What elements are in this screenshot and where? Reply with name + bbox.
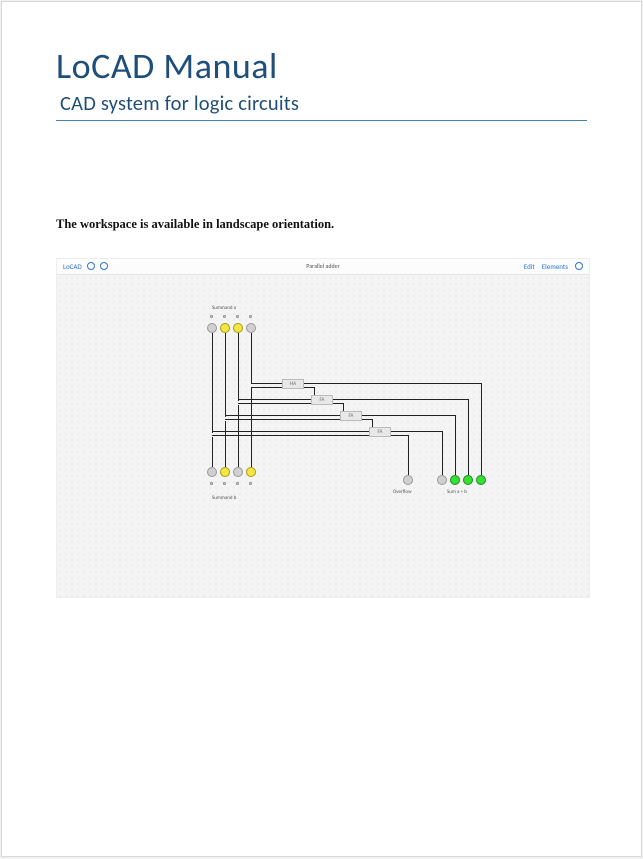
- input-pin: [249, 482, 252, 485]
- doc-subtitle: CAD system for logic circuits: [56, 90, 587, 121]
- caption-summand-b: Summand b: [212, 495, 236, 501]
- wire: [225, 333, 226, 417]
- bit-a3[interactable]: [207, 323, 217, 333]
- circuit-canvas[interactable]: Summand a Summand b Overflow Sum a + b: [57, 275, 589, 597]
- gate-fa[interactable]: FA: [369, 427, 391, 437]
- wire: [225, 419, 340, 420]
- wire: [212, 431, 369, 432]
- input-pin: [236, 315, 239, 318]
- screenshot-toolbar: Parallel adder LoCAD Edit Elements: [57, 259, 589, 275]
- caption-summand-a: Summand a: [212, 305, 236, 311]
- bit-a1[interactable]: [233, 323, 243, 333]
- input-pin: [223, 482, 226, 485]
- wire: [468, 399, 469, 475]
- wire: [372, 419, 373, 427]
- wire: [238, 399, 311, 400]
- wire: [333, 399, 468, 400]
- gate-fa[interactable]: FA: [311, 395, 333, 405]
- bit-b1[interactable]: [233, 467, 243, 477]
- sum-bit-1: [463, 475, 473, 485]
- wire: [442, 431, 443, 475]
- input-pin: [236, 482, 239, 485]
- overflow-bit: [403, 475, 413, 485]
- body-text: The workspace is available in landscape …: [56, 217, 587, 232]
- wire: [251, 333, 252, 383]
- sum-bit-0: [476, 475, 486, 485]
- wire: [238, 403, 311, 404]
- wire: [481, 383, 482, 475]
- wire: [391, 435, 408, 436]
- bit-b2[interactable]: [220, 467, 230, 477]
- wire: [212, 437, 213, 467]
- bit-b0[interactable]: [246, 467, 256, 477]
- bit-b3[interactable]: [207, 467, 217, 477]
- wire: [304, 383, 481, 384]
- wire: [225, 421, 226, 467]
- wire: [362, 419, 372, 420]
- wire: [251, 387, 282, 388]
- wire: [362, 415, 455, 416]
- bit-a0[interactable]: [246, 323, 256, 333]
- sum-bit-2: [450, 475, 460, 485]
- wire: [238, 333, 239, 401]
- sum-bit-3: [437, 475, 447, 485]
- caption-overflow: Overflow: [393, 489, 412, 495]
- document-page: LoCAD Manual CAD system for logic circui…: [1, 1, 642, 857]
- wire: [408, 435, 409, 475]
- project-title: Parallel adder: [57, 262, 589, 270]
- wire: [212, 333, 213, 433]
- input-pin: [210, 315, 213, 318]
- bit-a2[interactable]: [220, 323, 230, 333]
- wire: [391, 431, 442, 432]
- wire: [455, 415, 456, 475]
- wire: [304, 387, 314, 388]
- gate-fa[interactable]: FA: [340, 411, 362, 421]
- caption-sum: Sum a + b: [447, 489, 467, 495]
- wire: [343, 403, 344, 411]
- gate-ha[interactable]: HA: [282, 379, 304, 389]
- settings-icon[interactable]: [87, 262, 95, 270]
- wire: [314, 387, 315, 395]
- wire: [251, 383, 282, 384]
- info-icon[interactable]: [100, 262, 108, 270]
- wire: [333, 403, 343, 404]
- wire: [212, 435, 369, 436]
- input-pin: [210, 482, 213, 485]
- wire: [225, 415, 340, 416]
- doc-title: LoCAD Manual: [56, 48, 587, 86]
- app-screenshot: Parallel adder LoCAD Edit Elements Summa…: [56, 258, 590, 598]
- input-pin: [223, 315, 226, 318]
- input-pin: [249, 315, 252, 318]
